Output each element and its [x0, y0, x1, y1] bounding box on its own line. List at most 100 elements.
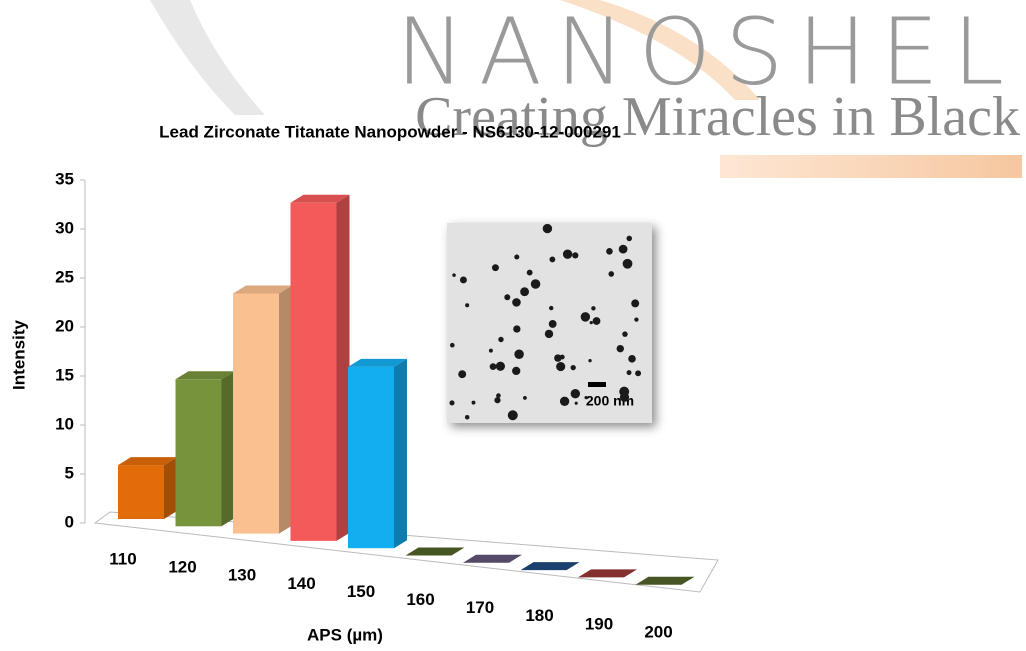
bar-top: [405, 547, 465, 556]
particle: [514, 254, 520, 260]
particle: [591, 306, 596, 311]
bar-top: [118, 457, 177, 466]
bar-front: [348, 366, 394, 549]
bar-side: [221, 371, 235, 527]
particle: [491, 264, 499, 272]
particle: [570, 364, 576, 371]
bar-top: [635, 576, 695, 585]
particle: [622, 258, 633, 269]
particle: [580, 312, 591, 322]
particle: [606, 248, 613, 255]
bar: [578, 569, 637, 578]
particle: [494, 397, 501, 404]
bar-front: [290, 202, 337, 541]
particle: [488, 348, 493, 353]
particle: [495, 361, 505, 371]
bar: [118, 457, 177, 519]
x-tick-label: 130: [228, 566, 256, 585]
bar: [233, 285, 292, 534]
x-axis-label: APS (µm): [307, 625, 383, 644]
particle: [504, 294, 511, 301]
logo-swoosh: [150, 0, 265, 115]
particle: [634, 317, 639, 322]
y-tick-label: 5: [65, 463, 74, 482]
bar-front: [233, 293, 279, 534]
bar-front: [175, 379, 222, 527]
particle: [512, 298, 521, 307]
particle: [635, 370, 642, 377]
particle: [574, 401, 578, 405]
particle: [459, 276, 467, 284]
bar-side: [164, 457, 177, 519]
x-tick-label: 170: [466, 598, 494, 617]
x-tick-label: 110: [109, 549, 136, 568]
inset-image: 200 nm: [447, 223, 652, 423]
bar-top: [175, 371, 235, 380]
particle: [618, 244, 628, 254]
particle: [628, 355, 636, 363]
y-tick-label: 15: [55, 365, 74, 384]
logo-swoosh: [560, 0, 760, 100]
bar: [290, 194, 350, 541]
bar: [348, 358, 407, 549]
bar: [635, 576, 695, 585]
bar-side: [279, 285, 292, 534]
particle: [530, 279, 541, 289]
particle: [512, 366, 521, 376]
particle: [592, 317, 601, 325]
particle: [471, 400, 476, 405]
particle: [631, 299, 640, 308]
particle: [556, 361, 566, 372]
particle: [616, 344, 625, 353]
y-tick-label: 10: [55, 414, 74, 433]
particle: [507, 410, 518, 421]
particle: [572, 252, 579, 259]
particle: [489, 363, 497, 370]
x-tick-label: 200: [644, 622, 672, 641]
bar-top: [233, 285, 292, 294]
particle: [559, 396, 570, 406]
particle: [608, 271, 615, 277]
particle: [549, 305, 554, 311]
particle: [589, 321, 593, 325]
y-axis-label: Intensity: [9, 320, 28, 390]
x-tick-label: 190: [585, 614, 613, 633]
bar: [405, 547, 465, 556]
y-tick-label: 0: [65, 512, 74, 531]
particle: [584, 396, 588, 400]
particle: [544, 329, 554, 339]
particle: [554, 354, 562, 362]
x-tick-label: 150: [347, 582, 375, 601]
y-tick-label: 25: [55, 267, 74, 286]
scale-bar: [588, 382, 606, 387]
particle: [562, 249, 573, 259]
particle: [542, 223, 553, 234]
x-tick-label: 160: [406, 590, 434, 609]
y-tick-label: 35: [55, 169, 74, 188]
particle: [549, 256, 556, 263]
particle: [449, 400, 455, 406]
particle: [523, 395, 527, 400]
particle: [498, 336, 504, 343]
particle: [548, 320, 557, 328]
chart-title: Lead Zirconate Titanate Nanopowder - NS6…: [159, 122, 621, 141]
particle: [559, 354, 565, 360]
bar-side: [336, 194, 350, 541]
bar-side: [394, 358, 407, 549]
y-tick-label: 30: [55, 218, 74, 237]
bar-top: [348, 358, 407, 367]
particle: [626, 370, 632, 376]
y-tick-label: 20: [55, 316, 74, 335]
particle: [465, 303, 470, 308]
x-tick-label: 120: [168, 558, 196, 577]
bar-top: [578, 569, 637, 578]
particle: [626, 235, 633, 242]
particle: [622, 331, 628, 337]
particle: [588, 358, 592, 363]
particle: [449, 342, 455, 348]
bar-front: [118, 465, 164, 519]
logo-tagline: Creating Miracles in Black: [415, 86, 1020, 148]
bar-top: [463, 554, 522, 563]
bar: [175, 371, 235, 527]
